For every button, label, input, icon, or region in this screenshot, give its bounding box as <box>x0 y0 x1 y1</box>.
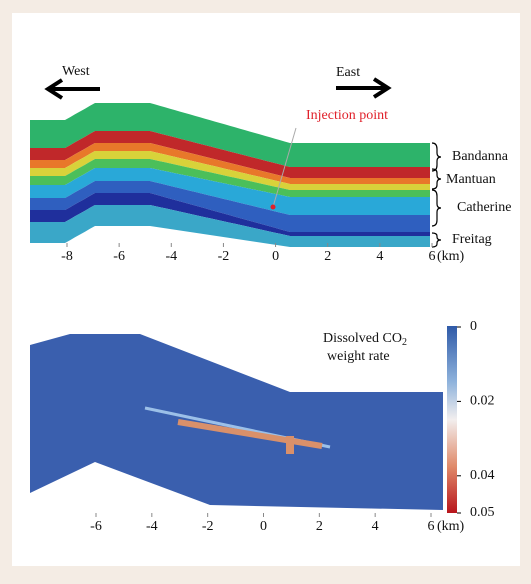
x-tick-label: 2 <box>316 519 323 534</box>
colorbar-title: weight rate <box>327 349 390 364</box>
layer <box>30 103 430 167</box>
layer <box>30 205 430 247</box>
injection-dot <box>270 204 276 210</box>
formation-label: Freitag <box>452 232 492 247</box>
layer <box>30 131 430 178</box>
stratigraphy <box>30 103 430 247</box>
unit-label: (km) <box>437 519 465 534</box>
axes: -8 -6 -4 -2 0 2 4 6-6 -4 -2 0 2 4 6 (km)00.020.040.05 <box>61 243 495 534</box>
injection-label: Injection point <box>306 108 388 123</box>
colorbar <box>447 326 457 513</box>
x-tick-label: -2 <box>202 519 214 534</box>
colorbar-tick-label: 0.04 <box>470 468 495 483</box>
x-tick-label: 6 <box>428 519 435 534</box>
colorbar-tick-label: 0 <box>470 319 477 334</box>
x-tick-label: 4 <box>376 249 383 264</box>
direction-arrows <box>44 77 392 100</box>
formation-label: Bandanna <box>452 149 509 164</box>
x-tick-label: 4 <box>372 519 379 534</box>
formation-label: Mantuan <box>446 172 496 187</box>
co2-plume <box>177 419 323 449</box>
x-tick-label: 6 <box>429 249 436 264</box>
model-domain <box>30 334 443 510</box>
colorbar-tick-label: 0.02 <box>470 394 495 409</box>
layer <box>30 193 430 236</box>
unit-label: (km) <box>437 249 465 264</box>
formation-label: Catherine <box>457 200 511 215</box>
x-tick-label: -2 <box>218 249 230 264</box>
formation-braces <box>431 142 442 248</box>
x-tick-label: -6 <box>90 519 102 534</box>
colorbar-tick-label: 0.05 <box>470 505 495 520</box>
co2-plume <box>286 436 294 454</box>
layer <box>30 181 430 232</box>
x-tick-label: 0 <box>272 249 279 264</box>
layer <box>30 151 430 190</box>
east-label: East <box>336 65 360 80</box>
colorbar-subscript: 2 <box>402 337 407 348</box>
layer <box>30 168 430 215</box>
colorbar-title: Dissolved CO <box>323 331 402 346</box>
x-tick-label: -4 <box>165 249 177 264</box>
west-label: West <box>62 64 90 79</box>
x-tick-label: -6 <box>113 249 125 264</box>
layer <box>30 143 430 184</box>
x-tick-label: 0 <box>260 519 267 534</box>
layer <box>30 159 430 197</box>
injection-leader <box>272 127 297 208</box>
x-tick-label: 2 <box>324 249 331 264</box>
x-tick-label: -4 <box>146 519 158 534</box>
x-tick-label: -8 <box>61 249 73 264</box>
colorbar-title: Dissolved CO2 <box>323 331 407 348</box>
